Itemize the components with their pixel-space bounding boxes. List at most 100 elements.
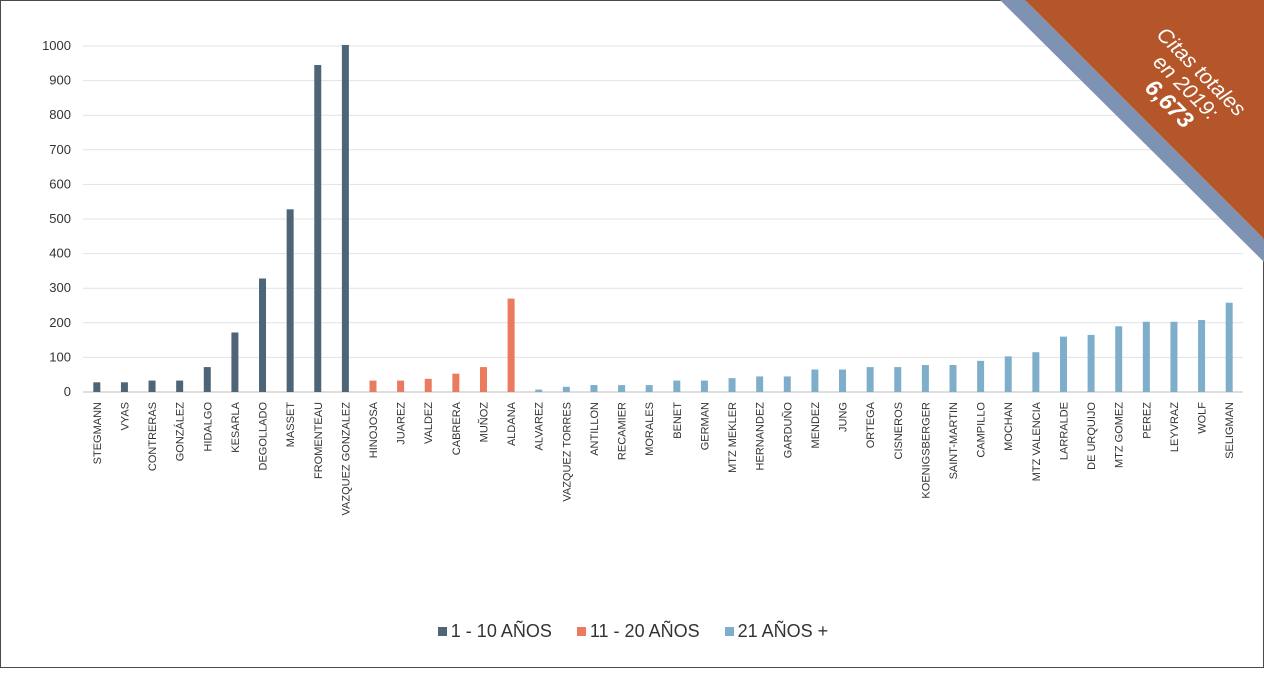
y-tick-label: 0 — [64, 384, 71, 399]
legend-item-group2: 11 - 20 AÑOS — [576, 621, 700, 642]
x-tick-label: CISNEROS — [893, 402, 905, 459]
x-tick-label: PEREZ — [1141, 402, 1153, 439]
x-tick-label: VAZQUEZ GONZALEZ — [340, 402, 352, 516]
y-tick-label: 200 — [49, 315, 71, 330]
x-tick-label: GERMAN — [699, 402, 711, 450]
legend-swatch-group3 — [724, 627, 734, 636]
x-tick-label: GONZÁLEZ — [174, 402, 187, 462]
x-tick-label: CONTRERAS — [147, 402, 159, 471]
x-tick-label: MASSET — [285, 402, 297, 448]
x-tick-label: MTZ MEKLER — [727, 402, 739, 473]
bar — [618, 385, 626, 392]
bar — [452, 373, 460, 392]
bar — [507, 298, 515, 392]
bar — [1032, 352, 1040, 392]
bar — [479, 367, 487, 392]
x-tick-label: SAINT-MARTIN — [948, 402, 960, 479]
bar — [673, 380, 681, 392]
bar — [756, 376, 764, 392]
bar — [728, 378, 736, 392]
bar — [1225, 302, 1233, 392]
bar — [811, 369, 819, 392]
bar — [700, 380, 708, 392]
x-tick-label: MENDEZ — [810, 402, 822, 449]
x-tick-label: VAZQUEZ TORRES — [561, 402, 573, 502]
x-tick-label: HERNANDEZ — [755, 402, 767, 471]
bar — [259, 278, 267, 392]
legend-swatch-group1 — [437, 627, 447, 636]
bar — [1115, 326, 1123, 392]
bar — [562, 386, 570, 392]
x-tick-label: MTZ VALENCIA — [1031, 401, 1043, 481]
bar — [977, 360, 985, 392]
y-tick-label: 300 — [49, 280, 71, 295]
y-tick-label: 900 — [49, 73, 71, 88]
x-tick-label: RECAMIER — [617, 402, 629, 460]
x-tick-label: HIDALGO — [202, 402, 214, 452]
y-tick-label: 700 — [49, 142, 71, 157]
bar — [314, 65, 322, 392]
legend: 1 - 10 AÑOS 11 - 20 AÑOS 21 AÑOS + — [1, 621, 1263, 642]
legend-label-group1: 1 - 10 AÑOS — [450, 621, 552, 641]
y-tick-label: 800 — [49, 107, 71, 122]
x-tick-label: ANTILLON — [589, 402, 601, 456]
bar — [424, 378, 432, 392]
bar-chart: 0 100 200 300 400 500 600 700 800 900 1000 STEGMANN… — [42, 38, 1243, 516]
bar — [535, 389, 543, 392]
x-tick-label: MUÑOZ — [477, 402, 490, 443]
bar — [1170, 321, 1178, 392]
bar — [1087, 334, 1095, 392]
x-tick-label: FROMENTEAU — [313, 402, 325, 479]
bar — [921, 365, 929, 392]
legend-label-group2: 11 - 20 AÑOS — [589, 621, 700, 641]
x-tick-label: ALDANA — [506, 401, 518, 446]
y-tick-label: 100 — [49, 349, 71, 364]
bar — [1059, 336, 1067, 392]
x-tick-label: LEYVRAZ — [1169, 402, 1181, 452]
bar — [1142, 321, 1150, 392]
bar — [1004, 356, 1012, 392]
bar — [590, 385, 598, 392]
x-tick-label: GARDUÑO — [781, 402, 794, 459]
y-tick-label: 600 — [49, 176, 71, 191]
y-tick-label: 500 — [49, 211, 71, 226]
x-tick-label: CABRERA — [451, 401, 463, 455]
x-tick-label: CAMPILLO — [976, 402, 988, 458]
bar — [866, 367, 874, 392]
bar — [369, 380, 377, 392]
x-tick-label: BENET — [672, 402, 684, 439]
bar — [397, 380, 405, 392]
x-tick-label: ALVAREZ — [534, 402, 546, 451]
bar — [839, 369, 847, 392]
x-tick-label: DEGOLLADO — [258, 402, 270, 471]
legend-swatch-group2 — [576, 627, 586, 636]
x-tick-label: JUAREZ — [396, 402, 408, 445]
x-tick-label: KESARLA — [230, 401, 242, 452]
bar — [148, 380, 156, 392]
x-tick-label: DE URQUIJO — [1086, 402, 1098, 470]
legend-item-group1: 1 - 10 AÑOS — [437, 621, 552, 642]
x-tick-label: MOCHAN — [1003, 402, 1015, 451]
x-tick-label: VYAS — [119, 402, 131, 431]
x-tick-label: MTZ GOMEZ — [1114, 402, 1126, 468]
bar — [93, 382, 101, 392]
bar — [894, 367, 902, 392]
x-tick-label: LARRALDE — [1058, 402, 1070, 460]
x-tick-label: JUNG — [838, 402, 850, 432]
bar — [949, 365, 957, 392]
bar — [203, 367, 211, 392]
bar — [1198, 320, 1206, 392]
bar — [120, 382, 128, 392]
x-tick-label: WOLF — [1197, 402, 1209, 434]
x-tick-label: STEGMANN — [92, 402, 104, 464]
x-tick-label: MORALES — [644, 402, 656, 456]
bar — [231, 332, 239, 392]
x-tick-label: HINOJOSA — [368, 401, 380, 458]
x-tick-label: SELIGMAN — [1224, 402, 1236, 459]
legend-item-group3: 21 AÑOS + — [724, 621, 828, 642]
x-tick-label: KOENIGSBERGER — [920, 402, 932, 499]
bar — [783, 376, 791, 392]
bar — [286, 209, 294, 392]
bar — [645, 385, 653, 392]
